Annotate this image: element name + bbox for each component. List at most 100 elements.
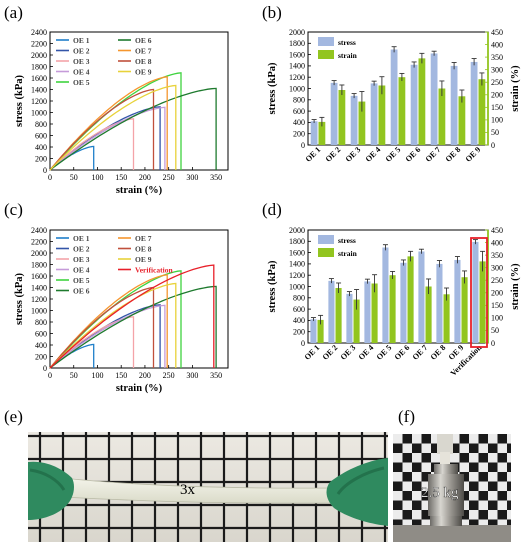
y2-tick-label: 200 (491, 289, 503, 298)
y-tick-label: 0 (43, 364, 47, 373)
strain-bar (389, 275, 396, 343)
checker-square (488, 453, 498, 463)
y-axis-title: stress (kPa) (14, 74, 25, 127)
stress-bar (470, 61, 478, 145)
checker-square (412, 510, 422, 520)
strain-bar (353, 299, 360, 343)
y2-tick-label: 150 (491, 301, 503, 310)
category-label: OE 5 (375, 343, 394, 362)
checker-square (393, 510, 403, 520)
y2-tick-label: 450 (491, 28, 503, 37)
checker-square (497, 519, 507, 529)
y2-tick-label: 400 (491, 238, 503, 247)
checker-square (507, 472, 511, 482)
checker-square (393, 491, 403, 501)
strain-bar (458, 96, 466, 145)
checker-square (488, 510, 498, 520)
legend-label: OE 7 (135, 234, 152, 243)
series-line (49, 87, 217, 171)
stress-bar (382, 247, 389, 343)
legend-label: OE 5 (73, 78, 90, 87)
y-tick-label: 1000 (289, 84, 305, 93)
checker-square (421, 443, 431, 453)
weight-label: 2.5 kg (421, 485, 459, 501)
stress-bar (400, 262, 407, 343)
x-tick-label: 100 (91, 371, 103, 380)
legend-label: OE 9 (135, 67, 152, 76)
y2-axis-title: strain (%) (510, 65, 521, 112)
y2-tick-label: 50 (491, 326, 499, 335)
x-tick-label: 250 (163, 371, 175, 380)
strain-bar (398, 77, 406, 145)
y-tick-label: 1800 (289, 39, 305, 48)
y-tick-label: 600 (293, 305, 305, 314)
panel-label-b: (b) (262, 3, 282, 22)
checker-square (488, 491, 498, 501)
y2-tick-label: 200 (491, 91, 503, 100)
legend-label: OE 5 (73, 276, 90, 285)
category-label: OE 5 (384, 145, 403, 164)
y-tick-label: 600 (35, 329, 47, 338)
y-tick-label: 1800 (289, 237, 305, 246)
y-tick-label: 600 (35, 131, 47, 140)
checker-square (421, 500, 431, 510)
strain-bar (338, 90, 346, 145)
y-tick-label: 2000 (31, 51, 47, 60)
y2-axis-title: strain (%) (510, 263, 521, 310)
checker-square (469, 453, 479, 463)
y-tick-label: 800 (35, 120, 47, 129)
y-tick-label: 1600 (31, 272, 47, 281)
series-line (49, 304, 166, 369)
sample-strip (440, 452, 450, 466)
y-tick-label: 2000 (289, 28, 305, 37)
checker-square (497, 481, 507, 491)
checker-square (421, 462, 431, 472)
y-tick-label: 2400 (31, 28, 47, 37)
legend-label: Verification (135, 265, 173, 274)
y-tick-label: 200 (35, 352, 47, 361)
y-tick-label: 1200 (31, 97, 47, 106)
y-tick-label: 2000 (31, 249, 47, 258)
checker-square (497, 443, 507, 453)
legend-label: OE 3 (73, 255, 90, 264)
legend-label: stress (338, 236, 356, 245)
chart-a: 0200400600800100012001400160018002000220… (14, 28, 229, 196)
checker-square (459, 443, 469, 453)
checker-square (393, 453, 403, 463)
y2-tick-label: 350 (491, 53, 503, 62)
y-tick-label: 800 (35, 318, 47, 327)
y-tick-label: 800 (293, 96, 305, 105)
stress-bar (310, 319, 317, 343)
checker-square (402, 500, 412, 510)
y-tick-label: 1000 (31, 108, 47, 117)
stress-bar (410, 64, 418, 145)
checker-square (431, 434, 441, 444)
photo-stretched-sample: 3x (28, 432, 388, 542)
strain-bar (478, 79, 486, 145)
y2-tick-label: 450 (491, 226, 503, 235)
stress-bar (310, 121, 318, 145)
y2-tick-label: 0 (491, 141, 495, 150)
y-tick-label: 400 (35, 143, 47, 152)
category-label: OE 1 (303, 343, 322, 362)
y2-tick-label: 400 (491, 40, 503, 49)
checker-square (459, 462, 469, 472)
legend-label: OE 2 (73, 46, 90, 55)
checker-square (459, 519, 469, 529)
y2-tick-label: 150 (491, 103, 503, 112)
checker-square (478, 500, 488, 510)
y-tick-label: 1600 (289, 248, 305, 257)
checker-square (459, 481, 469, 491)
stress-bar (450, 65, 458, 145)
category-label: OE 7 (424, 145, 443, 164)
legend-swatch (318, 37, 334, 46)
y2-tick-label: 0 (491, 339, 495, 348)
checker-square (469, 472, 479, 482)
checkerboard-background (393, 434, 511, 529)
y-tick-label: 0 (43, 166, 47, 175)
checker-square (507, 491, 511, 501)
panel-label-f: (f) (398, 407, 415, 426)
right-glove-shade (336, 466, 385, 495)
checker-square (450, 434, 460, 444)
y-tick-label: 1200 (31, 295, 47, 304)
